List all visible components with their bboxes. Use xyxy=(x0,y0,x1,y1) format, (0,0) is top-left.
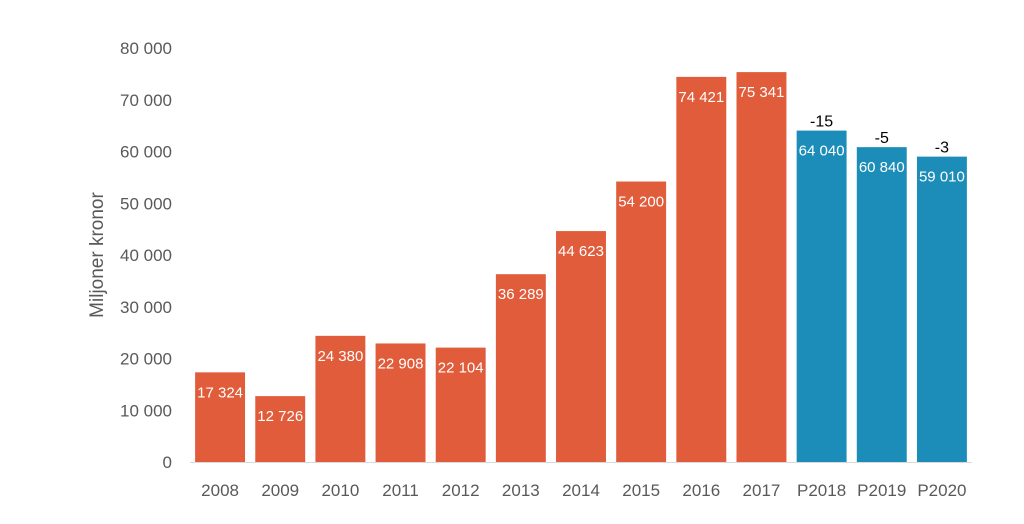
x-axis-ticks: 2008 2009 2010 2011 2012 2013 2014 2015 2016 2017… xyxy=(201,481,966,500)
bar-value-label: 22 908 xyxy=(378,355,424,372)
bar-value-label: 22 104 xyxy=(438,360,484,377)
x-tick-label: P2020 xyxy=(917,481,966,500)
y-tick-label: 50 000 xyxy=(120,194,172,213)
y-axis-title-group: Miljoner kronor xyxy=(87,192,108,318)
bar-p2020 xyxy=(916,156,967,463)
y-axis-ticks: 0 10 000 20 000 30 000 40 000 50 000 60 000 70 … xyxy=(120,39,172,472)
bar-2010 xyxy=(315,335,366,462)
x-tick-label: 2013 xyxy=(502,481,540,500)
y-tick-label: 70 000 xyxy=(120,91,172,110)
bar-value-label: 44 623 xyxy=(558,243,604,260)
x-tick-label: 2012 xyxy=(442,481,480,500)
bar-2013 xyxy=(495,274,546,462)
bar-value-label: 64 040 xyxy=(799,143,845,160)
bar-annotation: -15 xyxy=(810,114,833,131)
y-tick-label: 20 000 xyxy=(120,350,172,369)
bar-value-label: 75 341 xyxy=(739,84,785,101)
bar-2011 xyxy=(375,343,426,462)
bar-2015 xyxy=(616,181,667,462)
bar-annotations: -15 -5 -3 xyxy=(810,114,949,157)
x-tick-label: 2017 xyxy=(743,481,781,500)
x-tick-label: 2010 xyxy=(321,481,359,500)
bars xyxy=(195,72,967,463)
bar-2009 xyxy=(255,396,306,462)
bar-value-label: 12 726 xyxy=(257,408,303,425)
y-tick-label: 0 xyxy=(163,453,172,472)
bar-value-label: 17 324 xyxy=(197,384,243,401)
x-tick-label: 2011 xyxy=(382,481,419,500)
x-tick-label: P2019 xyxy=(857,481,906,500)
bar-2012 xyxy=(435,347,486,462)
x-tick-label: P2018 xyxy=(797,481,846,500)
bar-2017 xyxy=(736,72,787,463)
y-tick-label: 10 000 xyxy=(120,401,172,420)
bar-value-label: 54 200 xyxy=(618,194,664,211)
bar-value-label: 60 840 xyxy=(859,159,905,176)
bar-2008 xyxy=(195,372,246,462)
y-tick-label: 30 000 xyxy=(120,298,172,317)
y-tick-label: 80 000 xyxy=(120,39,172,58)
y-tick-label: 40 000 xyxy=(120,246,172,265)
x-tick-label: 2015 xyxy=(622,481,660,500)
y-axis-title: Miljoner kronor xyxy=(87,192,108,318)
x-tick-label: 2009 xyxy=(261,481,299,500)
x-tick-label: 2014 xyxy=(562,481,600,500)
bar-value-label: 59 010 xyxy=(919,169,965,186)
bar-annotation: -3 xyxy=(935,140,949,157)
bar-annotation: -5 xyxy=(875,130,889,147)
bar-value-label: 36 289 xyxy=(498,286,544,303)
bar-2014 xyxy=(556,231,606,462)
bar-value-label: 24 380 xyxy=(317,348,363,365)
x-tick-label: 2008 xyxy=(201,481,239,500)
y-tick-label: 60 000 xyxy=(120,143,172,162)
x-tick-label: 2016 xyxy=(682,481,720,500)
bar-p2018 xyxy=(796,130,847,462)
bar-p2019 xyxy=(856,147,907,462)
bar-value-labels: 17 324 12 726 24 380 22 908 22 104 36 289 44 6… xyxy=(197,84,965,425)
bar-2016 xyxy=(676,76,727,462)
bar-value-label: 74 421 xyxy=(678,89,724,106)
